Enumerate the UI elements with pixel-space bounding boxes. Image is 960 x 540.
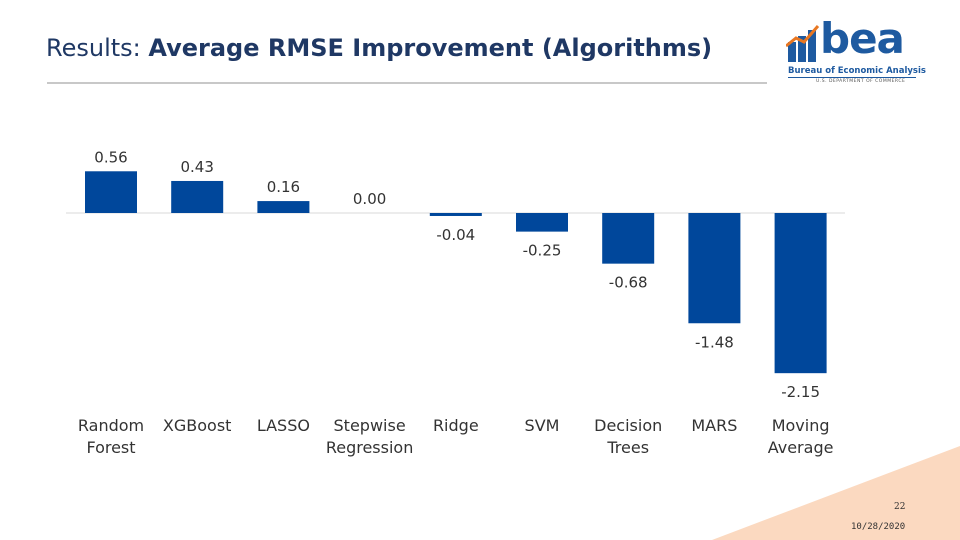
title-prefix: Results: — [46, 34, 149, 62]
category-label: Moving Average — [768, 416, 834, 457]
data-label: 0.00 — [353, 190, 386, 208]
logo-dept: U.S. DEPARTMENT OF COMMERCE — [816, 79, 906, 84]
logo-chart-icon — [786, 25, 820, 62]
data-label: -2.15 — [781, 383, 820, 401]
category-label: Ridge — [433, 416, 479, 435]
page-title: Results: Average RMSE Improvement (Algor… — [46, 34, 712, 62]
bar-xgboost — [171, 180, 224, 213]
data-label: -0.04 — [436, 226, 475, 244]
data-label: 0.16 — [267, 178, 300, 196]
data-label: -1.48 — [695, 333, 734, 351]
title-main: Average RMSE Improvement (Algorithms) — [148, 34, 713, 62]
data-label: -0.68 — [609, 274, 648, 292]
data-label: 0.43 — [180, 158, 213, 176]
logo-subtitle: Bureau of Economic Analysis — [788, 66, 926, 76]
logo-wordmark: bea — [820, 14, 905, 63]
bar-mars — [688, 213, 741, 324]
logo-underline — [788, 77, 916, 78]
category-label: Stepwise Regression — [326, 416, 414, 457]
bar-lasso — [257, 201, 310, 213]
category-label: Random Forest — [78, 416, 144, 457]
category-label: XGBoost — [163, 416, 232, 435]
data-label: -0.25 — [523, 242, 562, 260]
bea-logo: bea Bureau of Economic Analysis U.S. DEP… — [786, 14, 926, 92]
footer-date: 10/28/2020 — [851, 522, 906, 532]
category-label: Decision Trees — [594, 416, 662, 457]
bar-decision-trees — [602, 213, 655, 264]
category-label: MARS — [691, 416, 737, 435]
title-divider — [47, 82, 767, 84]
page-number: 22 — [894, 502, 906, 512]
bar-moving-average — [774, 213, 827, 374]
category-label: LASSO — [257, 416, 310, 435]
bar-svm — [516, 213, 568, 232]
data-label: 0.56 — [94, 148, 127, 166]
bar-ridge — [429, 213, 482, 216]
bar-random-forest — [85, 171, 137, 213]
category-label: SVM — [525, 416, 560, 435]
